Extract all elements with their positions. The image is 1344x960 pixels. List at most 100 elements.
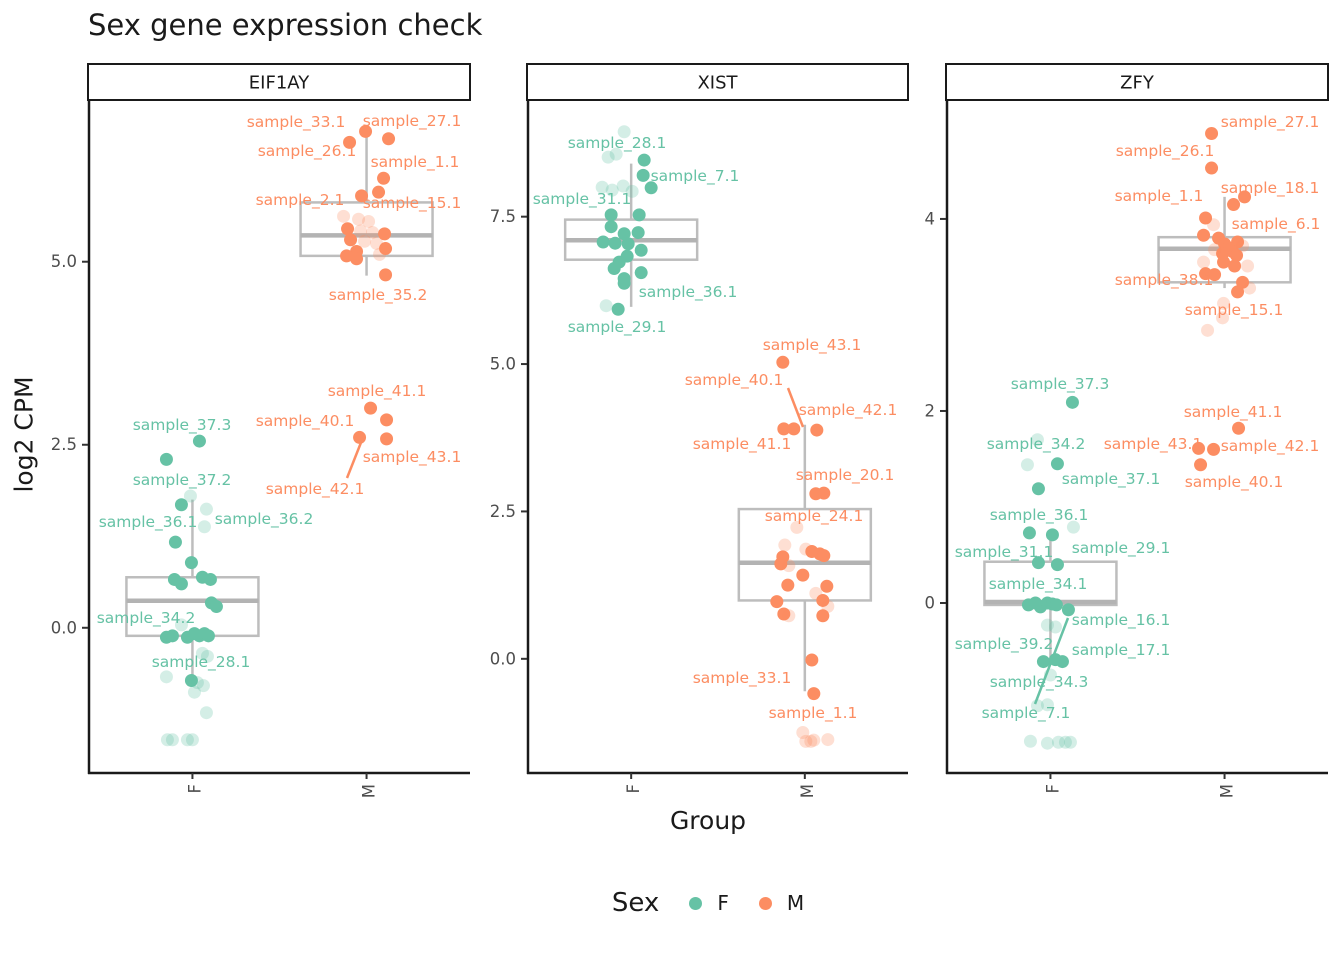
data-point bbox=[1238, 190, 1252, 204]
sample-label: sample_35.2 bbox=[329, 286, 428, 305]
data-point bbox=[185, 733, 199, 747]
data-point bbox=[343, 135, 357, 149]
data-point bbox=[377, 171, 391, 185]
legend-item-f: F bbox=[689, 891, 729, 915]
data-point bbox=[1030, 699, 1044, 713]
data-point bbox=[634, 243, 648, 257]
legend: Sex F M bbox=[88, 888, 1328, 918]
data-point bbox=[1020, 458, 1034, 472]
facet-strip bbox=[526, 63, 909, 101]
data-point bbox=[1201, 323, 1215, 337]
data-point bbox=[1040, 736, 1054, 750]
legend-label-f: F bbox=[717, 891, 729, 915]
sample-label: sample_27.1 bbox=[363, 112, 462, 131]
data-point bbox=[366, 225, 380, 239]
data-point bbox=[1216, 311, 1230, 325]
data-point bbox=[821, 733, 835, 747]
legend-label-m: M bbox=[786, 891, 805, 915]
data-point bbox=[201, 629, 215, 643]
sample-label: sample_36.2 bbox=[215, 510, 314, 529]
data-point bbox=[776, 355, 790, 369]
sample-label: sample_18.1 bbox=[1221, 179, 1320, 198]
sample-label: sample_34.2 bbox=[987, 435, 1086, 454]
data-point bbox=[1207, 442, 1221, 456]
data-point bbox=[770, 595, 784, 609]
legend-dot-f-icon bbox=[689, 896, 703, 910]
data-point bbox=[184, 673, 198, 687]
data-point bbox=[1199, 211, 1213, 225]
data-point bbox=[197, 520, 211, 534]
data-point bbox=[817, 549, 831, 563]
sample-label: sample_37.3 bbox=[1011, 375, 1110, 394]
sample-label: sample_36.1 bbox=[990, 506, 1089, 525]
sample-label: sample_7.1 bbox=[651, 167, 740, 186]
data-point bbox=[1236, 239, 1250, 253]
data-point bbox=[599, 299, 613, 313]
data-point bbox=[621, 237, 635, 251]
data-point bbox=[165, 733, 179, 747]
data-point bbox=[616, 179, 630, 193]
data-point bbox=[174, 498, 188, 512]
data-point bbox=[796, 568, 810, 582]
data-point bbox=[362, 214, 376, 228]
sample-label: sample_38.1 bbox=[1115, 271, 1214, 290]
data-point bbox=[636, 168, 650, 182]
data-point bbox=[617, 276, 631, 290]
facet-strip bbox=[87, 63, 471, 101]
sample-label: sample_42.1 bbox=[1221, 437, 1320, 456]
data-point bbox=[1241, 259, 1255, 273]
data-point bbox=[1194, 458, 1208, 472]
data-point bbox=[820, 579, 834, 593]
data-point bbox=[353, 430, 367, 444]
data-point bbox=[631, 226, 645, 240]
sample-label: sample_15.1 bbox=[1185, 301, 1284, 320]
data-point bbox=[1036, 655, 1050, 669]
sample-label: sample_26.1 bbox=[258, 142, 357, 161]
data-point bbox=[1217, 296, 1231, 310]
data-point bbox=[782, 609, 796, 623]
data-point bbox=[196, 679, 210, 693]
sample-label: sample_43.1 bbox=[763, 336, 862, 355]
data-point bbox=[804, 734, 818, 748]
sample-label: sample_42.1 bbox=[799, 401, 898, 420]
data-point bbox=[1055, 655, 1069, 669]
sample-label: sample_42.1 bbox=[266, 480, 365, 499]
sample-label: sample_16.1 bbox=[1072, 611, 1171, 630]
data-point bbox=[604, 208, 618, 222]
data-point bbox=[382, 132, 396, 146]
sample-label: sample_41.1 bbox=[328, 382, 427, 401]
data-point bbox=[601, 150, 615, 164]
y-tick-label: 2 bbox=[925, 401, 936, 420]
sample-label: sample_31.1 bbox=[533, 190, 632, 209]
sample-label: sample_43.1 bbox=[1104, 435, 1203, 454]
data-point bbox=[174, 618, 188, 632]
data-point bbox=[617, 227, 631, 241]
legend-dot-m-icon bbox=[758, 896, 772, 910]
data-point bbox=[790, 520, 804, 534]
x-tick-label: F bbox=[624, 784, 643, 794]
data-point bbox=[341, 222, 355, 236]
data-point bbox=[810, 423, 824, 437]
data-point bbox=[1192, 441, 1206, 455]
sample-label: sample_1.1 bbox=[769, 704, 858, 723]
y-tick-label: 5.0 bbox=[51, 252, 77, 271]
facet-strip-label: ZFY bbox=[1120, 73, 1155, 94]
data-point bbox=[781, 578, 795, 592]
data-point bbox=[1022, 526, 1036, 540]
data-point bbox=[372, 185, 386, 199]
sample-label: sample_34.2 bbox=[97, 609, 196, 628]
data-point bbox=[355, 189, 369, 203]
label-leader-line bbox=[786, 387, 805, 428]
data-point bbox=[807, 687, 821, 701]
y-tick-label: 2.5 bbox=[490, 502, 516, 521]
sample-label: sample_27.1 bbox=[1221, 113, 1320, 132]
data-point bbox=[159, 670, 173, 684]
data-point bbox=[379, 268, 393, 282]
facet-strip-label: XIST bbox=[697, 73, 738, 94]
data-point bbox=[378, 227, 392, 241]
boxplot-box bbox=[737, 507, 873, 602]
data-point bbox=[1065, 395, 1079, 409]
data-point bbox=[782, 559, 796, 573]
